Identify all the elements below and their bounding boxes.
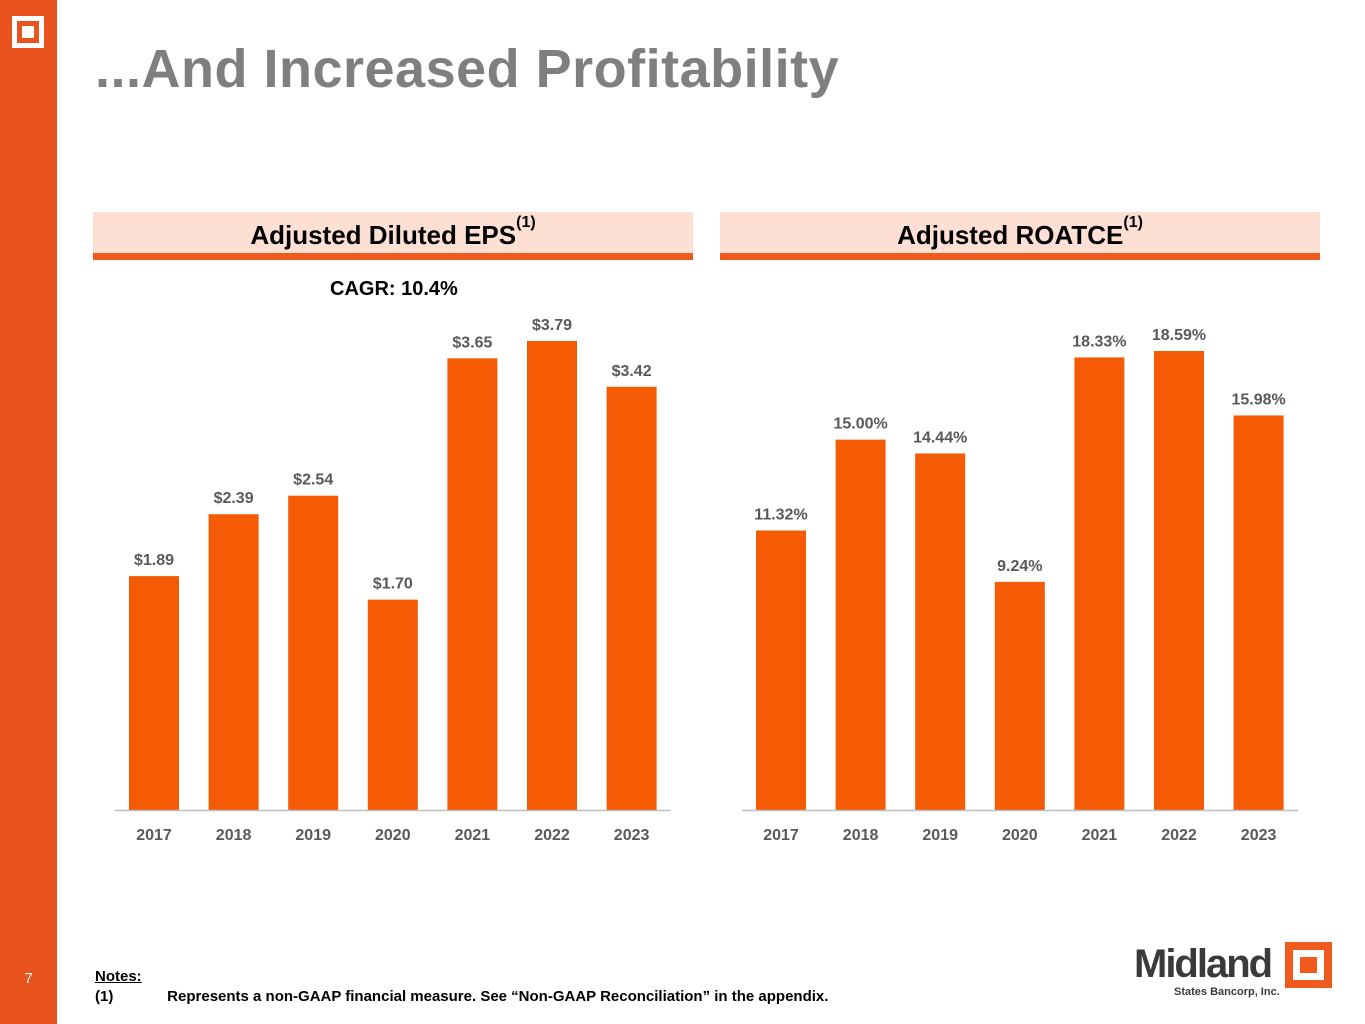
roatce-data-label-2022: 18.59% (1152, 327, 1206, 344)
eps-data-label-2019: $2.54 (293, 472, 333, 489)
eps-data-label-2021: $3.65 (452, 334, 492, 351)
logo-subtitle: States Bancorp, Inc. (1174, 986, 1280, 998)
eps-data-label-2023: $3.42 (612, 363, 652, 380)
roatce-bar-2023 (1233, 415, 1284, 810)
roatce-x-tick-2021: 2021 (1082, 827, 1118, 844)
roatce-bar-2022 (1154, 351, 1204, 810)
eps-data-label-2020: $1.70 (373, 576, 413, 593)
eps-chart-title: Adjusted Diluted EPS(1) (250, 214, 536, 250)
eps-bar-2018 (208, 514, 259, 810)
roatce-x-tick-2022: 2022 (1161, 827, 1197, 844)
sidebar: 7 (0, 0, 57, 1024)
eps-x-tick-2021: 2021 (455, 827, 491, 844)
eps-x-tick-2023: 2023 (614, 827, 650, 844)
roatce-data-label-2019: 14.44% (913, 429, 967, 446)
roatce-bar-2021 (1074, 357, 1125, 810)
eps-data-label-2018: $2.39 (214, 490, 254, 507)
note-item: (1) Represents a non-GAAP financial meas… (95, 988, 828, 1005)
notes: Notes: (1) Represents a non-GAAP financi… (95, 968, 828, 1005)
notes-title: Notes: (95, 968, 142, 985)
eps-footnote-ref: (1) (516, 214, 536, 231)
eps-bar-2017 (129, 576, 179, 810)
eps-x-tick-2019: 2019 (295, 827, 331, 844)
roatce-bar-2017 (756, 530, 806, 810)
note-text: Represents a non-GAAP financial measure.… (167, 988, 829, 1005)
company-logo: Midland States Bancorp, Inc. (1134, 940, 1334, 1000)
roatce-bar-2018 (835, 439, 886, 810)
roatce-data-label-2017: 11.32% (754, 507, 807, 524)
roatce-x-tick-2020: 2020 (1002, 827, 1038, 844)
roatce-data-label-2023: 15.98% (1231, 391, 1285, 408)
roatce-bar-2019 (915, 453, 966, 810)
cagr-label: CAGR: 10.4% (330, 278, 458, 300)
eps-bar-2023 (606, 386, 657, 810)
eps-bar-2022 (527, 341, 577, 810)
eps-chart: $1.89 2017 $2.39 2018 $2.54 2019 $1.70 2020 $3.6… (115, 317, 671, 844)
eps-data-label-2017: $1.89 (134, 552, 174, 569)
eps-chart-header: Adjusted Diluted EPS(1) (93, 212, 693, 260)
eps-x-tick-2018: 2018 (216, 827, 252, 844)
roatce-chart: 11.32% 2017 15.00% 2018 14.44% 2019 9.24% 2020 1… (742, 327, 1298, 844)
eps-bar-2021 (447, 358, 498, 810)
eps-data-label-2022: $3.79 (532, 317, 572, 334)
roatce-x-tick-2018: 2018 (843, 827, 879, 844)
roatce-bar-2020 (994, 581, 1045, 810)
eps-bar-2020 (367, 599, 418, 810)
eps-x-tick-2022: 2022 (534, 827, 570, 844)
eps-bar-2019 (288, 495, 339, 810)
roatce-data-label-2018: 15.00% (833, 416, 887, 433)
page-number: 7 (24, 970, 33, 987)
logo-square-icon (1285, 942, 1332, 988)
note-number: (1) (95, 988, 114, 1005)
roatce-chart-header: Adjusted ROATCE(1) (720, 212, 1320, 260)
roatce-chart-title: Adjusted ROATCE(1) (897, 214, 1143, 250)
roatce-data-label-2021: 18.33% (1072, 333, 1126, 350)
roatce-x-tick-2019: 2019 (922, 827, 958, 844)
roatce-data-label-2020: 9.24% (997, 558, 1042, 575)
roatce-x-tick-2023: 2023 (1241, 827, 1277, 844)
page-title: ...And Increased Profitability (95, 39, 840, 99)
roatce-x-tick-2017: 2017 (763, 827, 799, 844)
logo-wordmark: Midland (1134, 942, 1273, 986)
square-logo-icon (12, 16, 44, 48)
eps-x-tick-2017: 2017 (136, 827, 172, 844)
eps-x-tick-2020: 2020 (375, 827, 411, 844)
roatce-footnote-ref: (1) (1123, 214, 1143, 231)
